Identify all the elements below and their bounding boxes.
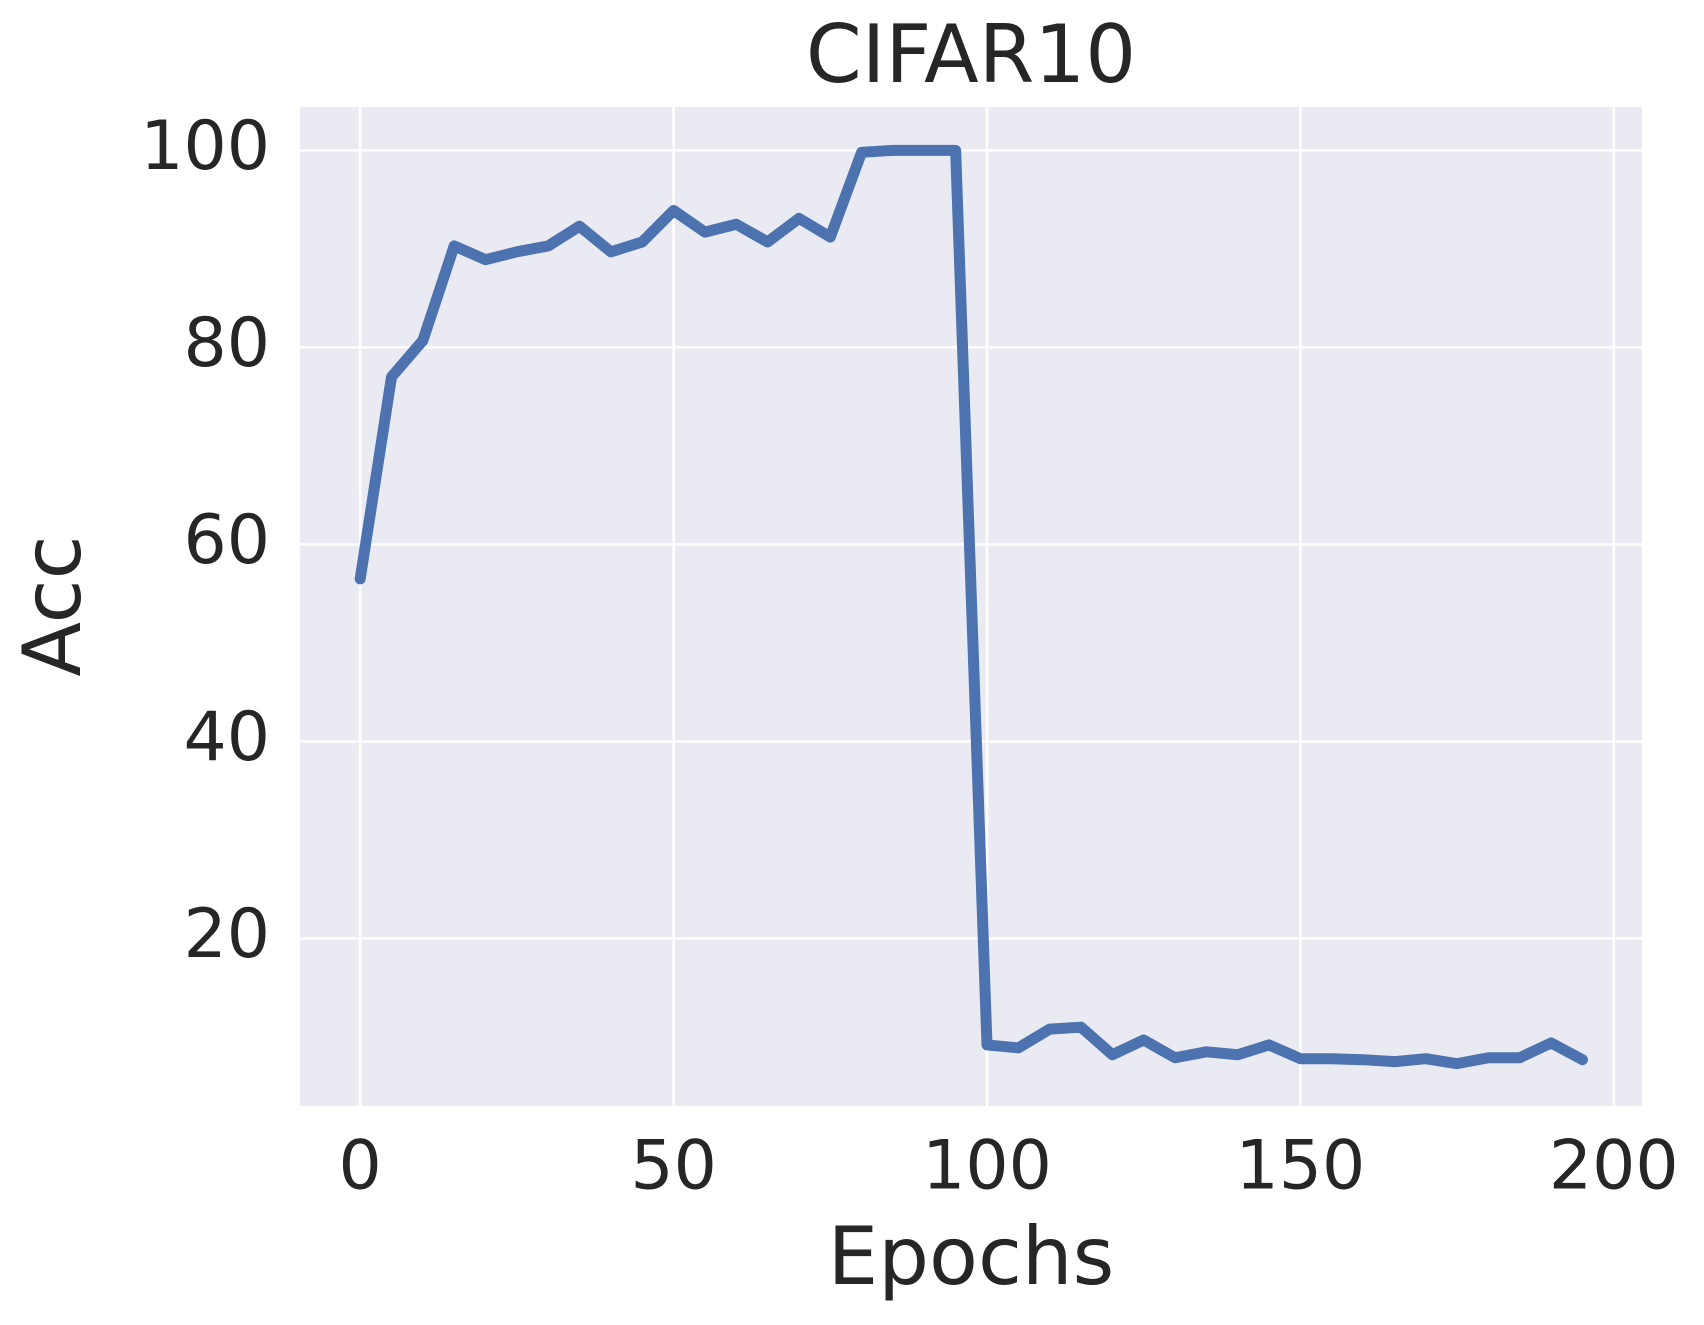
y-tick-label: 60 xyxy=(183,501,270,580)
x-tick-label: 150 xyxy=(1235,1127,1365,1206)
y-axis-label: Acc xyxy=(6,535,99,676)
y-tick-label: 20 xyxy=(183,895,270,974)
x-tick-label: 50 xyxy=(630,1127,717,1206)
y-tick-label: 80 xyxy=(183,304,270,383)
chart-title: CIFAR10 xyxy=(806,8,1136,101)
x-tick-label: 0 xyxy=(339,1127,382,1206)
data-line xyxy=(354,144,1588,1070)
x-axis-label: Epochs xyxy=(828,1210,1115,1303)
y-tick-label: 40 xyxy=(183,698,270,777)
x-tick-label: 200 xyxy=(1549,1127,1679,1206)
x-tick-label: 100 xyxy=(922,1127,1052,1206)
y-tick-label: 100 xyxy=(140,107,270,186)
